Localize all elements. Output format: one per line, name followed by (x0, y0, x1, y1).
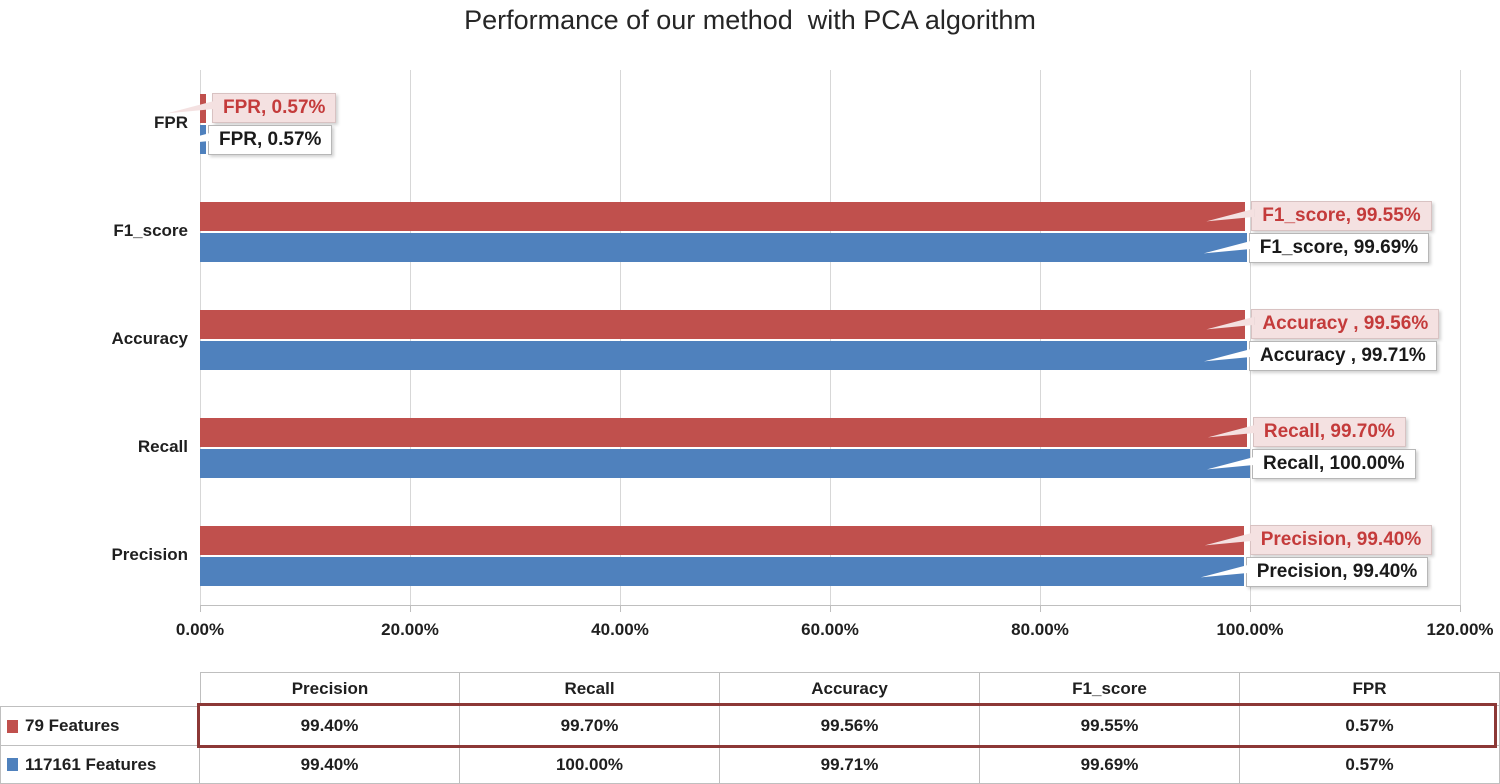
table-cell: 0.57% (1240, 746, 1500, 784)
x-axis-line (200, 605, 1460, 606)
bar-117161-features-recall (200, 449, 1250, 478)
x-axis-tick-label: 80.00% (1011, 620, 1069, 639)
axis-tick (830, 605, 831, 612)
table-cell: 99.55% (980, 706, 1240, 746)
table-corner-cell (0, 672, 200, 706)
axis-tick (1250, 605, 1251, 612)
category-label-accuracy: Accuracy (111, 329, 188, 348)
x-axis-tick-label: 60.00% (801, 620, 859, 639)
data-callout-117161-features-recall: Recall, 100.00% (1207, 449, 1416, 479)
legend-marker-blue-icon (7, 758, 18, 771)
chart-title: Performance of our method with PCA algor… (464, 5, 1036, 35)
legend-label: 79 Features (25, 716, 120, 735)
table-row-79-features: 79 Features 99.40% 99.70% 99.56% 99.55% … (0, 706, 1500, 746)
x-axis-tick-label: 20.00% (381, 620, 439, 639)
table-cell: 99.70% (460, 706, 720, 746)
data-callout-117161-features-accuracy: Accuracy , 99.71% (1203, 341, 1437, 371)
table-row-117161-features: 117161 Features 99.40% 100.00% 99.71% 99… (0, 746, 1500, 784)
table-header-fpr: FPR (1240, 672, 1500, 706)
table-cell: 99.56% (720, 706, 980, 746)
data-callout-117161-features-fpr: FPR, 0.57% (162, 125, 333, 155)
table-cell: 99.71% (720, 746, 980, 784)
category-label-f1-score: F1_score (113, 221, 188, 240)
table-header-recall: Recall (460, 672, 720, 706)
x-axis-tick-label: 100.00% (1216, 620, 1284, 639)
axis-tick (200, 605, 201, 612)
data-callout-79-features-recall: Recall, 99.70% (1207, 417, 1406, 447)
data-table: Precision Recall Accuracy F1_score FPR 7… (0, 672, 1500, 784)
bar-117161-features-accuracy (200, 341, 1247, 370)
axis-tick (1460, 605, 1461, 612)
table-cell: 99.69% (980, 746, 1240, 784)
legend-item-117161-features: 117161 Features (0, 746, 200, 784)
category-label-fpr: FPR (154, 113, 188, 132)
plot-area: 0.00% 20.00% 40.00% 60.00% 80.00% 100.00% 120.… (111, 70, 1494, 639)
category-label-precision: Precision (111, 545, 188, 564)
axis-tick (620, 605, 621, 612)
bar-117161-features-precision (200, 557, 1244, 586)
table-cell: 99.40% (200, 706, 460, 746)
data-callout-79-features-precision: Precision, 99.40% (1204, 525, 1433, 555)
table-header-row: Precision Recall Accuracy F1_score FPR (0, 672, 1500, 706)
axis-tick (1040, 605, 1041, 612)
x-axis-tick-label: 40.00% (591, 620, 649, 639)
table-header-accuracy: Accuracy (720, 672, 980, 706)
bar-117161-features-f1-score (200, 233, 1247, 262)
gridline (1250, 70, 1251, 605)
x-axis-tick-label: 120.00% (1426, 620, 1494, 639)
table-cell: 99.40% (200, 746, 460, 784)
gridline (1460, 70, 1461, 605)
x-axis-tick-label: 0.00% (175, 620, 225, 639)
bar-79-features-accuracy (200, 310, 1246, 339)
bar-79-features-precision (200, 526, 1244, 555)
data-callout-79-features-accuracy: Accuracy , 99.56% (1206, 309, 1440, 339)
category-label-recall: Recall (137, 437, 188, 456)
legend-label: 117161 Features (25, 754, 157, 774)
legend-item-79-features: 79 Features (0, 706, 200, 746)
table-cell: 0.57% (1240, 706, 1500, 746)
table-header-f1-score: F1_score (980, 672, 1240, 706)
bar-79-features-f1-score (200, 202, 1246, 231)
data-callout-79-features-fpr: FPR, 0.57% (166, 93, 337, 123)
legend-marker-red-icon (7, 719, 18, 733)
data-callout-117161-features-precision: Precision, 99.40% (1200, 557, 1429, 587)
axis-tick (410, 605, 411, 612)
bar-79-features-recall (200, 418, 1247, 447)
table-header-precision: Precision (200, 672, 460, 706)
data-callout-79-features-f1-score: F1_score, 99.55% (1206, 201, 1432, 231)
data-callout-117161-features-f1-score: F1_score, 99.69% (1203, 233, 1430, 263)
table-cell: 100.00% (460, 746, 720, 784)
